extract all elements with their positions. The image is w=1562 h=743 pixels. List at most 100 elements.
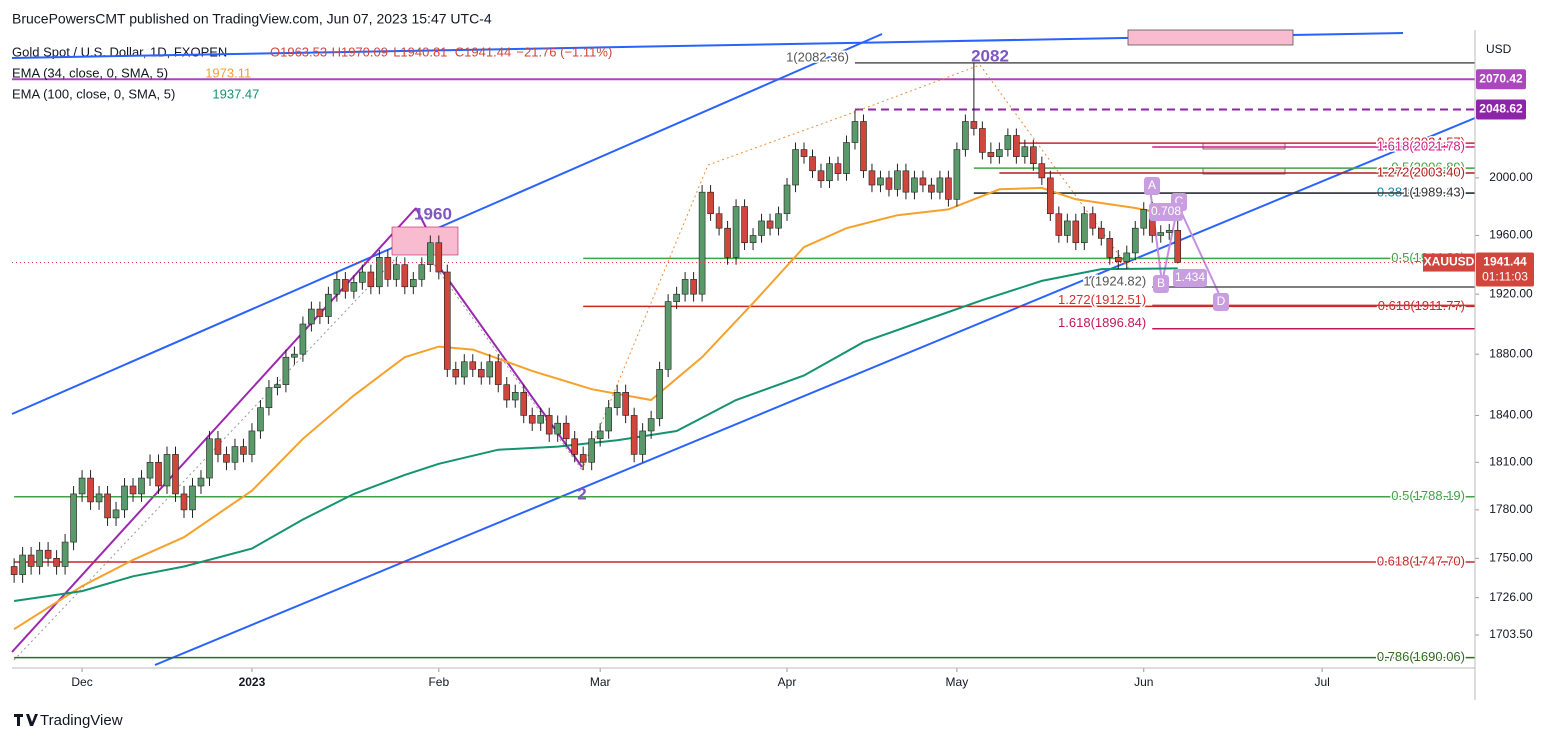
ohlc-label: O1963.53 <box>270 44 327 59</box>
indicator-value: 1973.11 <box>205 65 251 80</box>
pattern-label: 0.708 <box>1151 204 1181 218</box>
candle-body <box>800 149 808 157</box>
candle-body <box>95 493 103 503</box>
x-tick-label: May <box>946 675 969 689</box>
candle-body <box>19 554 26 575</box>
candle-body <box>936 177 944 193</box>
fib-level-label: 1(2082.36) <box>786 49 849 64</box>
fib-level-label: 1.272(1912.51) <box>1058 292 1146 307</box>
pattern-label: C <box>1175 194 1184 208</box>
y-tick-label: 1880.00 <box>1489 346 1533 360</box>
x-tick-label: Jun <box>1134 675 1153 689</box>
x-tick-label: Apr <box>778 675 797 689</box>
candle-body <box>384 257 392 280</box>
ohlc-label: C1941.44 <box>455 44 511 59</box>
ohlc-label: H1970.09 <box>332 44 388 59</box>
candle-body <box>146 461 154 479</box>
candle-body <box>121 485 128 511</box>
fib-level-label: 0.786(1690.06) <box>1377 649 1465 664</box>
candle-body <box>562 422 570 440</box>
candle-body <box>1047 177 1054 215</box>
candle-body <box>53 558 60 567</box>
fib-level-label: 0.618(1747.70) <box>1377 553 1465 568</box>
annotation: 1960 <box>414 204 452 223</box>
countdown-label: 01:11:03 <box>1482 270 1528 284</box>
candle-body <box>1131 227 1139 254</box>
candle-body <box>104 493 111 519</box>
candle-body <box>792 149 799 186</box>
y-tick-label: 1920.00 <box>1489 286 1533 300</box>
annotation: 2082 <box>971 46 1009 65</box>
candle-body <box>70 493 77 543</box>
fib-level-label: 1(1924.82) <box>1083 273 1146 288</box>
candle-body <box>520 392 528 416</box>
candle-body <box>1055 213 1063 236</box>
y-tick-label: 1960.00 <box>1489 228 1533 242</box>
candle-body <box>860 121 867 172</box>
candle-body <box>223 454 230 463</box>
ema-line <box>13 267 1178 602</box>
ohlc-label: L1940.81 <box>393 44 447 59</box>
candle-body <box>579 454 587 463</box>
zone <box>1127 29 1294 46</box>
candle-body <box>248 430 256 455</box>
candle-body <box>817 170 825 182</box>
fib-level-label: 1.272(2003.40) <box>1377 164 1465 179</box>
candle-body <box>503 384 511 401</box>
candle-body <box>741 206 748 244</box>
candle-body <box>1013 135 1020 157</box>
candle-body <box>1165 230 1173 233</box>
zigzag <box>581 64 1131 471</box>
candle-body <box>664 301 672 370</box>
pattern-label-box <box>1153 275 1169 293</box>
candle-body <box>1157 232 1165 236</box>
x-tick-label: Feb <box>428 675 449 689</box>
candle-body <box>410 279 417 288</box>
candle-body <box>129 485 137 495</box>
candle-body <box>316 308 324 317</box>
candle-body <box>537 415 545 424</box>
candle-body <box>325 293 332 317</box>
candle-body <box>1004 135 1012 150</box>
candle-body <box>962 121 969 150</box>
fib-level-label: 0.5(2006.89) <box>1391 160 1465 175</box>
last-price-label: 1941.44 <box>1483 255 1527 269</box>
candle-body <box>639 430 646 455</box>
candle-body <box>435 242 443 273</box>
candle-body <box>460 361 468 378</box>
pattern-label: 1.434 <box>1175 270 1205 284</box>
candle-body <box>206 438 213 479</box>
pattern-label-box <box>1144 177 1160 195</box>
symbol-badge <box>1423 253 1475 272</box>
candle-body <box>452 369 460 378</box>
candle-body <box>732 206 740 258</box>
candle-body <box>690 279 697 295</box>
candle-body <box>596 430 604 440</box>
candle-body <box>359 271 366 283</box>
fib-level-label: 0.5(1788.19) <box>1391 488 1465 503</box>
x-tick-label: Mar <box>590 675 611 689</box>
candle-body <box>630 415 638 455</box>
candle-body <box>868 170 876 186</box>
ohlc-label: −21.76 (−1.11%) <box>516 44 612 59</box>
candle-body <box>87 477 94 503</box>
candle-body <box>214 438 222 455</box>
candle-body <box>231 446 239 463</box>
candle-body <box>707 191 714 215</box>
candle-body <box>749 235 757 244</box>
candle-body <box>61 541 69 567</box>
candle-body <box>1114 257 1122 263</box>
y-tick-label: 1750.00 <box>1489 550 1533 564</box>
candle-body <box>945 177 952 200</box>
channel-line <box>11 33 883 415</box>
candle-body <box>155 461 162 487</box>
candle-body <box>885 177 893 190</box>
candle-body <box>834 163 842 174</box>
channel-line <box>154 117 1476 666</box>
candle-body <box>758 220 765 236</box>
symbol-badge-label: XAUUSD <box>1424 255 1475 269</box>
candle-body <box>851 121 859 143</box>
candle-body <box>877 177 884 186</box>
price-badge-label: 2048.62 <box>1479 102 1523 116</box>
trend-line <box>11 207 417 653</box>
